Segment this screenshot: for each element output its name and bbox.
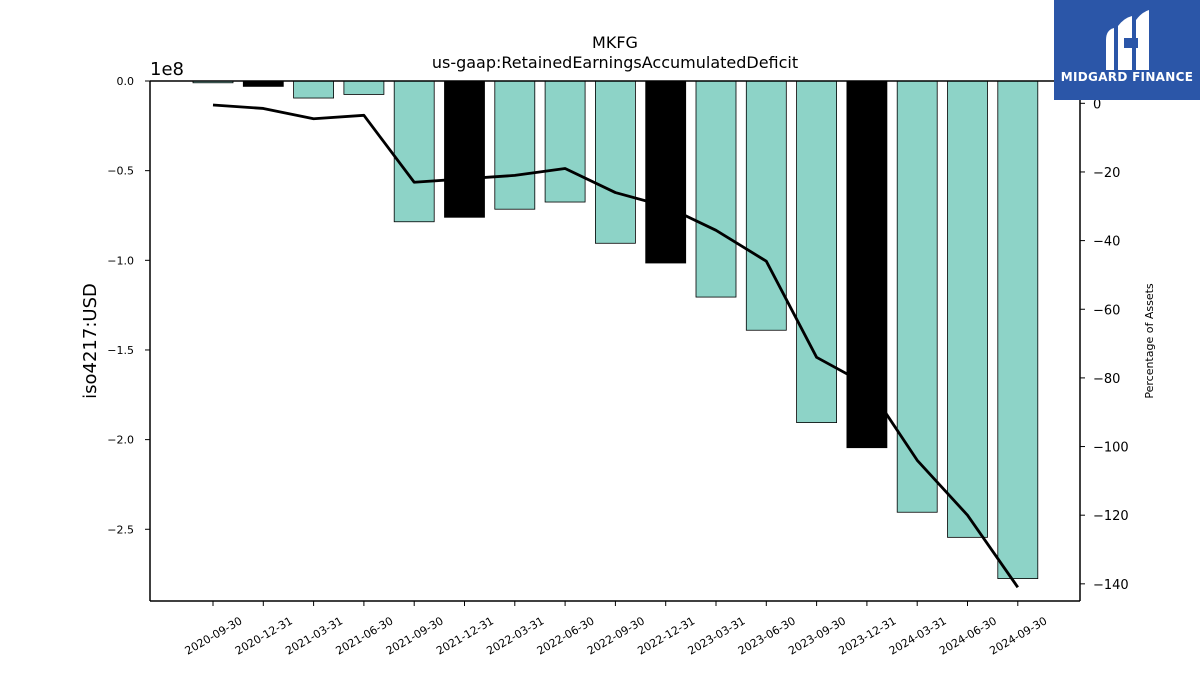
left-tick-label: −0.5 <box>107 165 134 178</box>
left-tick-label: −2.0 <box>107 434 134 447</box>
chart-subtitle: us-gaap:RetainedEarningsAccumulatedDefic… <box>432 53 798 72</box>
x-tick-label: 2024-09-30 <box>987 614 1049 657</box>
bar <box>393 80 435 223</box>
right-tick-label: 0 <box>1093 97 1101 112</box>
bar <box>896 80 938 513</box>
right-tick-label: −20 <box>1093 166 1120 181</box>
left-tick-label: −1.0 <box>107 254 134 267</box>
right-tick-label: −100 <box>1093 441 1129 456</box>
bar <box>846 80 888 449</box>
right-tick-label: −60 <box>1093 303 1120 318</box>
brand-name: MIDGARD FINANCE <box>1060 70 1194 84</box>
bar <box>695 80 737 298</box>
bar <box>745 80 787 331</box>
right-tick-label: −140 <box>1093 578 1129 593</box>
bar <box>293 80 335 99</box>
y-scale-note: 1e8 <box>150 59 184 80</box>
bar <box>947 80 988 538</box>
right-tick-label: −80 <box>1093 372 1120 387</box>
series-line <box>212 103 1019 589</box>
bar <box>595 80 636 244</box>
bar <box>997 80 1039 579</box>
left-tick-label: 0.0 <box>117 75 135 88</box>
bar <box>242 80 284 87</box>
bar <box>444 80 485 218</box>
bar <box>645 80 687 264</box>
y-axis-label: iso4217:USD <box>80 283 101 399</box>
left-tick-label: −1.5 <box>107 344 134 357</box>
bar <box>343 80 385 95</box>
right-tick-label: −40 <box>1093 235 1120 250</box>
bar <box>796 80 837 423</box>
y-axis-label-right: Percentage of Assets <box>1143 283 1156 399</box>
right-tick-label: −120 <box>1093 509 1129 524</box>
chart-title: MKFG <box>592 33 638 52</box>
left-tick-label: −2.5 <box>107 523 134 536</box>
brand-logo: MIDGARD FINANCE <box>1054 0 1200 100</box>
brand-logo-mark <box>1106 10 1149 70</box>
bar <box>544 80 586 203</box>
bar <box>494 80 536 210</box>
